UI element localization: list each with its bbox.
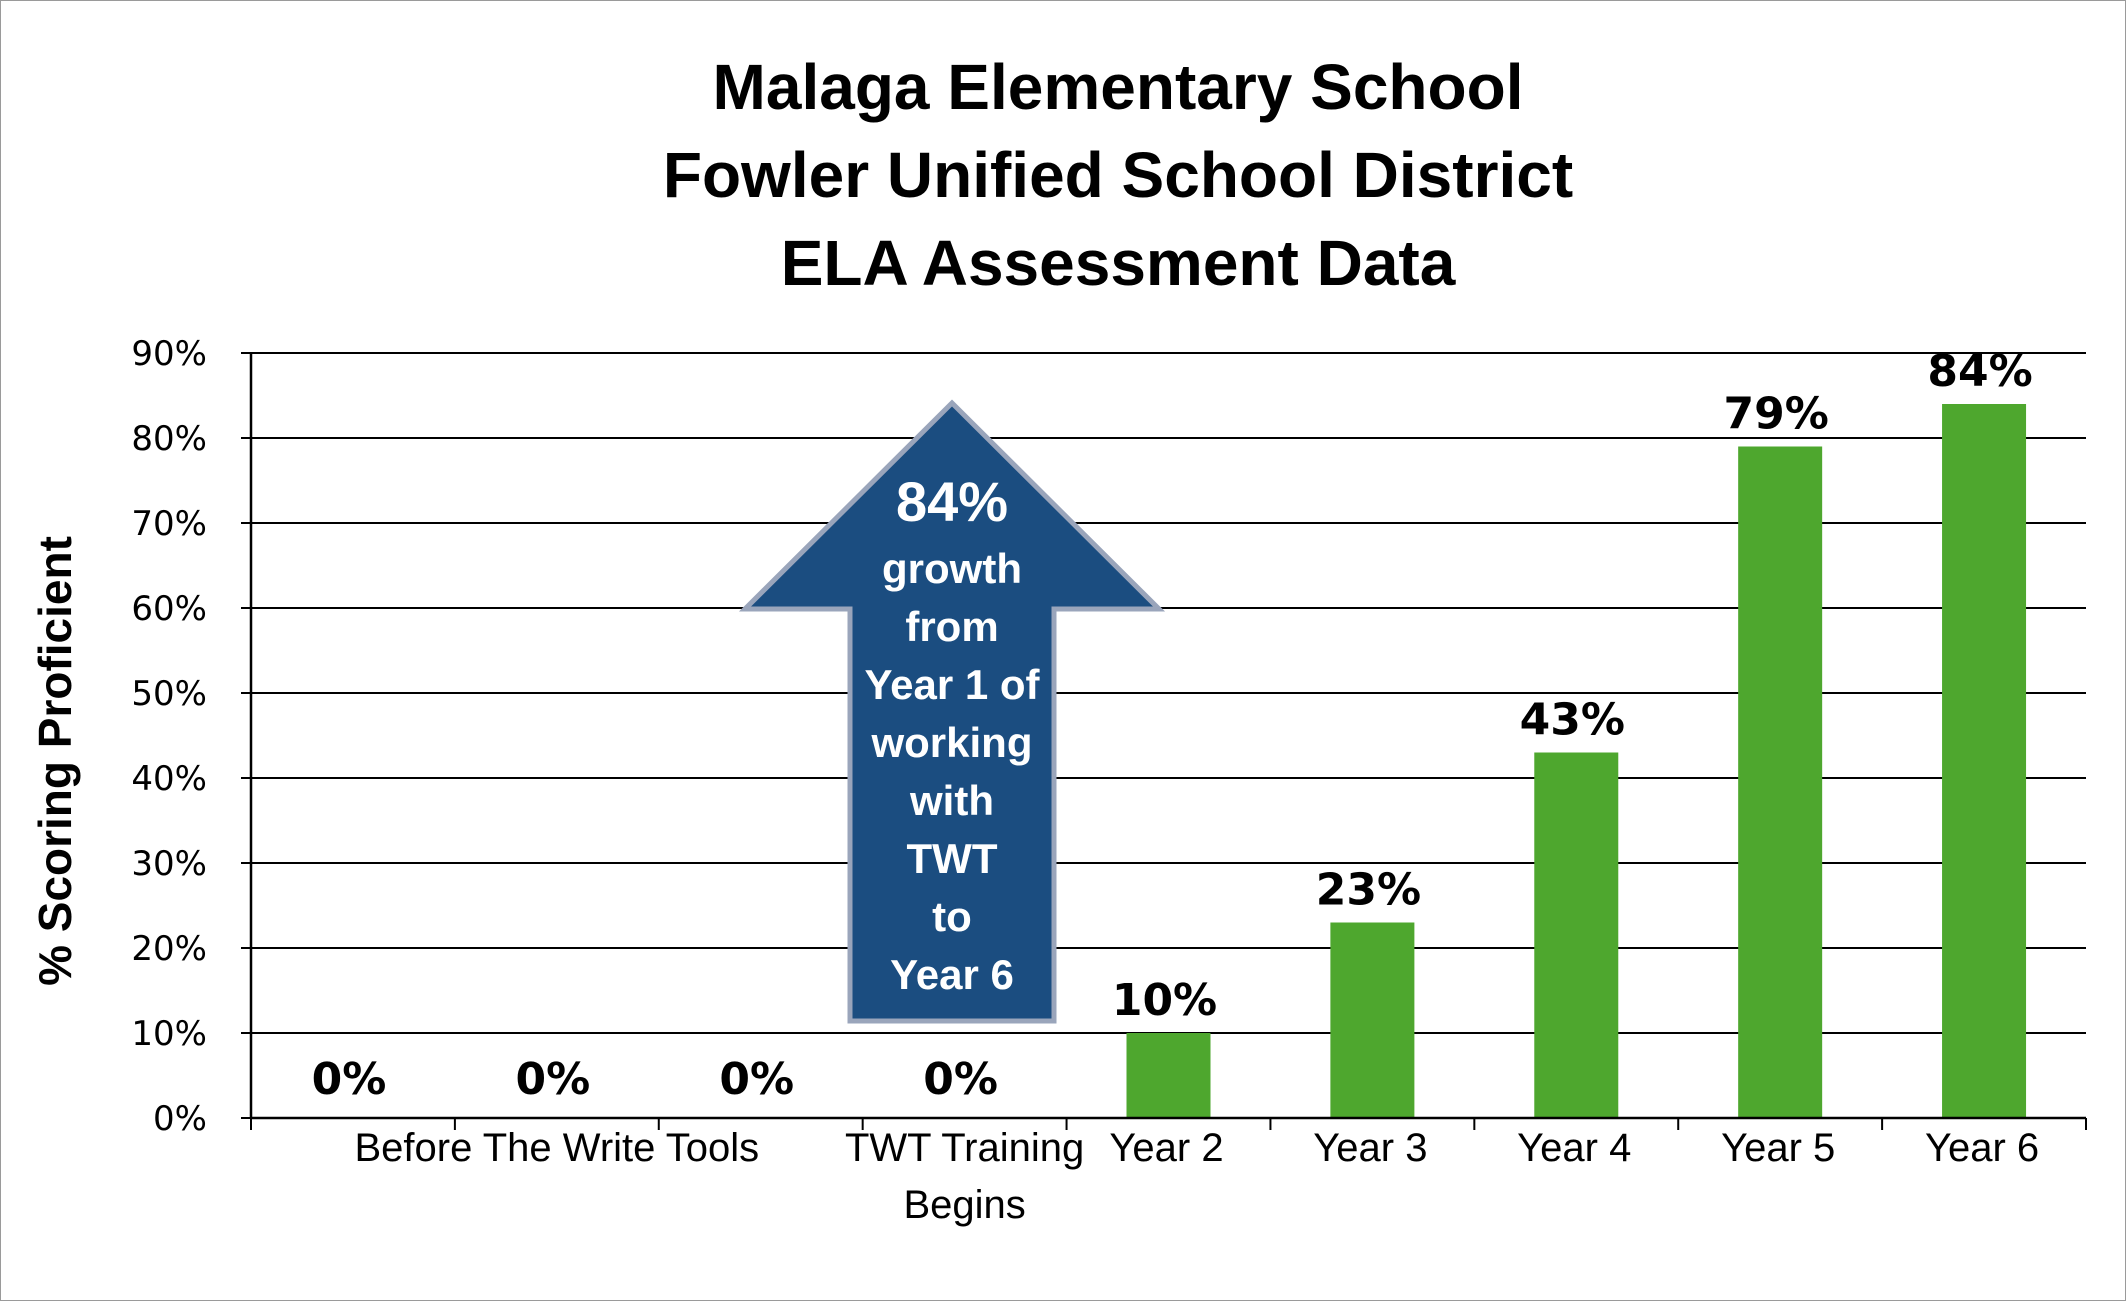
x-tick-label: Year 6 xyxy=(1925,1126,2039,1170)
chart-title: Malaga Elementary School Fowler Unified S… xyxy=(663,51,1573,299)
data-label: 84% xyxy=(1927,346,2032,397)
data-label: 0% xyxy=(923,1054,998,1105)
bar xyxy=(1330,922,1415,1118)
x-tick-label: Year 5 xyxy=(1721,1126,1835,1170)
arrow-headline: 84% xyxy=(896,470,1008,533)
bar xyxy=(1534,752,1619,1118)
x-tick-label: Year 3 xyxy=(1313,1126,1427,1170)
value-labels: 0% 0% 0% 0% 10% 23% 43% 79% 84% xyxy=(312,346,2033,1105)
x-axis-category-labels: Year 2 Year 3 Year 4 Year 5 Year 6 Before The… xyxy=(355,1126,2040,1227)
gridlines xyxy=(251,352,2086,1034)
arrow-text-line: from xyxy=(905,603,998,650)
x-axis xyxy=(249,353,2087,1130)
bars xyxy=(1126,404,2027,1118)
x-group-label: TWT Training xyxy=(845,1126,1084,1170)
y-axis-ticks: 0% 10% 20% 30% 40% 50% 60% 70% 80% 90% xyxy=(131,334,251,1139)
arrow-shape xyxy=(738,399,1166,1024)
y-tick-label: 80% xyxy=(131,419,207,459)
x-group-label: Before The Write Tools xyxy=(355,1126,760,1170)
y-tick-label: 30% xyxy=(131,844,207,884)
y-tick-label: 90% xyxy=(131,334,207,374)
arrow-text-line: Year 1 of xyxy=(864,661,1040,708)
y-tick-label: 0% xyxy=(153,1099,207,1139)
y-tick-label: 10% xyxy=(131,1014,207,1054)
bar xyxy=(1942,404,2027,1118)
arrow-text-line: growth xyxy=(882,545,1022,592)
x-group-label-line2: Begins xyxy=(903,1183,1025,1227)
chart-title-line: ELA Assessment Data xyxy=(781,227,1456,299)
data-label: 0% xyxy=(719,1054,794,1105)
x-tick-label: Year 2 xyxy=(1109,1126,1223,1170)
data-label: 0% xyxy=(312,1054,387,1105)
growth-arrow-annotation: 84% growth from Year 1 of working with TWT to Ye… xyxy=(738,399,1166,1024)
arrow-text-line: to xyxy=(932,893,972,940)
chart-title-line: Fowler Unified School District xyxy=(663,139,1573,211)
data-label: 79% xyxy=(1724,389,1829,440)
arrow-text-line: working xyxy=(870,719,1032,766)
chart-title-line: Malaga Elementary School xyxy=(713,51,1524,123)
arrow-text-line: with xyxy=(909,777,994,824)
y-axis-label: % Scoring Proficient xyxy=(29,536,81,986)
data-label: 43% xyxy=(1520,695,1625,746)
bar xyxy=(1126,1033,1211,1118)
arrow-text-line: TWT xyxy=(907,835,998,882)
bar xyxy=(1738,446,1823,1118)
y-tick-label: 70% xyxy=(131,504,207,544)
y-tick-label: 60% xyxy=(131,589,207,629)
y-tick-label: 50% xyxy=(131,674,207,714)
y-tick-label: 40% xyxy=(131,759,207,799)
x-tick-label: Year 4 xyxy=(1517,1126,1631,1170)
data-label: 0% xyxy=(515,1054,590,1105)
data-label: 10% xyxy=(1112,975,1217,1026)
data-label: 23% xyxy=(1316,865,1421,916)
y-tick-label: 20% xyxy=(131,929,207,969)
arrow-text-line: Year 6 xyxy=(890,951,1014,998)
